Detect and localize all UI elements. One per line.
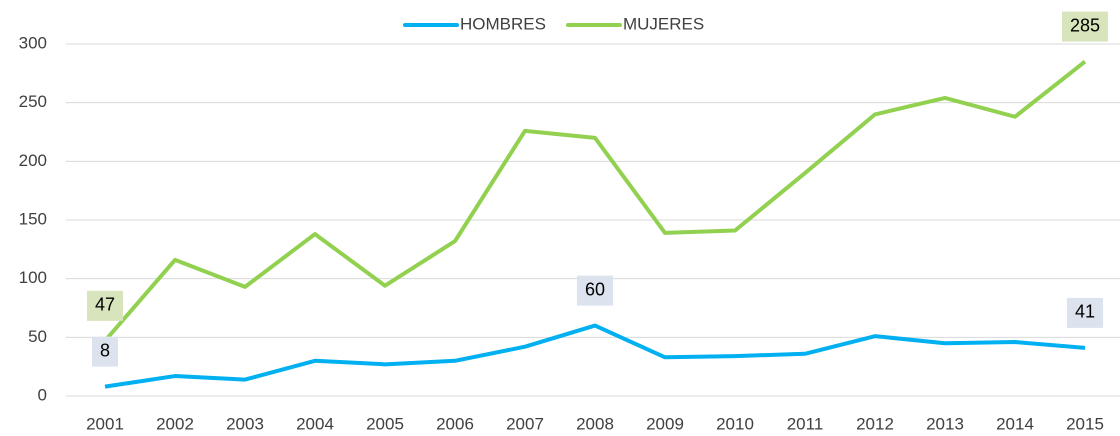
x-tick-label: 2006 bbox=[436, 414, 474, 433]
y-tick-label: 250 bbox=[19, 92, 47, 111]
data-label-text: 285 bbox=[1070, 15, 1100, 35]
data-label: 47 bbox=[86, 290, 124, 321]
data-label: 60 bbox=[576, 275, 614, 306]
data-label-box bbox=[86, 290, 124, 321]
y-tick-label: 150 bbox=[19, 209, 47, 228]
legend-item: MUJERES bbox=[565, 14, 704, 33]
y-tick-label: 100 bbox=[19, 268, 47, 287]
legend-item: HOMBRES bbox=[403, 14, 546, 33]
x-tick-label: 2014 bbox=[996, 414, 1034, 433]
x-tick-label: 2009 bbox=[646, 414, 684, 433]
y-tick-label: 200 bbox=[19, 151, 47, 170]
y-tick-label: 0 bbox=[38, 385, 47, 404]
data-label-box bbox=[576, 275, 614, 306]
x-tick-label: 2010 bbox=[716, 414, 754, 433]
data-label-text: 41 bbox=[1075, 302, 1095, 322]
x-tick-label: 2007 bbox=[506, 414, 544, 433]
x-tick-label: 2005 bbox=[366, 414, 404, 433]
data-label: 41 bbox=[1066, 297, 1104, 328]
data-label-text: 60 bbox=[585, 279, 605, 299]
x-tick-label: 2015 bbox=[1066, 414, 1104, 433]
legend-label: MUJERES bbox=[623, 14, 704, 33]
x-tick-label: 2011 bbox=[787, 414, 824, 433]
x-tick-label: 2004 bbox=[296, 414, 334, 433]
data-label-text: 47 bbox=[95, 295, 115, 315]
x-tick-label: 2013 bbox=[926, 414, 964, 433]
y-tick-label: 300 bbox=[19, 33, 47, 52]
data-label: 285 bbox=[1061, 11, 1109, 42]
x-tick-label: 2001 bbox=[86, 414, 124, 433]
data-label-box bbox=[1061, 11, 1109, 42]
data-label-box bbox=[91, 336, 119, 367]
y-tick-label: 50 bbox=[28, 327, 47, 346]
x-tick-label: 2012 bbox=[856, 414, 894, 433]
data-label-text: 8 bbox=[100, 340, 110, 360]
x-tick-label: 2003 bbox=[226, 414, 264, 433]
legend-label: HOMBRES bbox=[460, 14, 546, 33]
series-line bbox=[104, 323, 1086, 389]
series-line bbox=[103, 60, 1087, 343]
x-tick-label: 2002 bbox=[156, 414, 194, 433]
data-label: 8 bbox=[91, 336, 119, 367]
x-tick-label: 2008 bbox=[576, 414, 614, 433]
data-label-box bbox=[1066, 297, 1104, 328]
